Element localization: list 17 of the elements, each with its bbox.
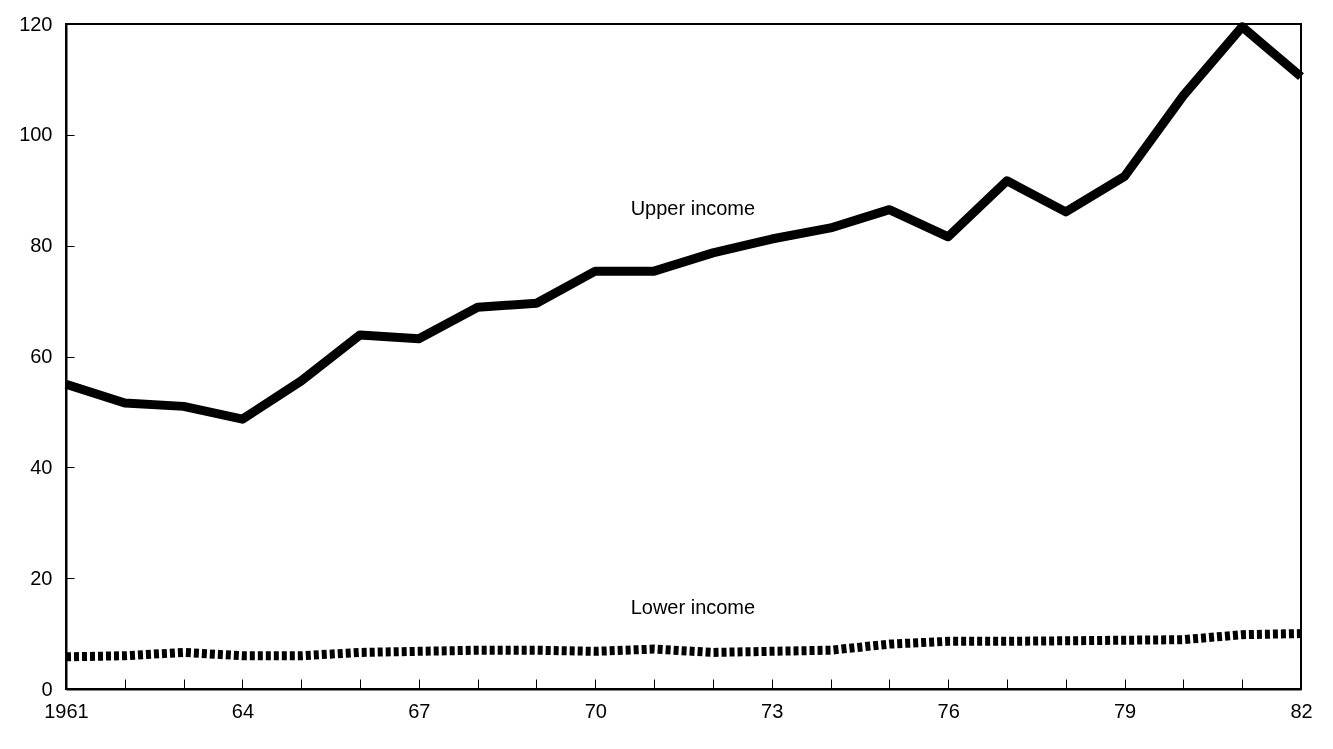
x-tick-label: 64	[231, 699, 255, 722]
y-tick-label: 120	[19, 12, 53, 35]
y-tick-label: 60	[30, 345, 53, 367]
x-tick-label: 1961	[44, 699, 89, 722]
y-tick-label: 20	[30, 566, 53, 589]
y-tick-label: 80	[30, 234, 53, 257]
x-tick-label: 67	[408, 699, 431, 722]
series-label: Lower income	[630, 596, 756, 619]
x-tick-label: 79	[1113, 699, 1137, 722]
y-tick-label: 0	[41, 677, 53, 700]
y-tick-label: 40	[30, 455, 53, 478]
x-tick-label: 76	[937, 699, 960, 722]
x-tick-label: 82	[1290, 699, 1313, 722]
y-tick-label: 100	[19, 123, 53, 146]
x-tick-label: 70	[584, 699, 607, 722]
series-label: Upper income	[630, 196, 756, 219]
x-tick-label: 73	[761, 699, 784, 722]
